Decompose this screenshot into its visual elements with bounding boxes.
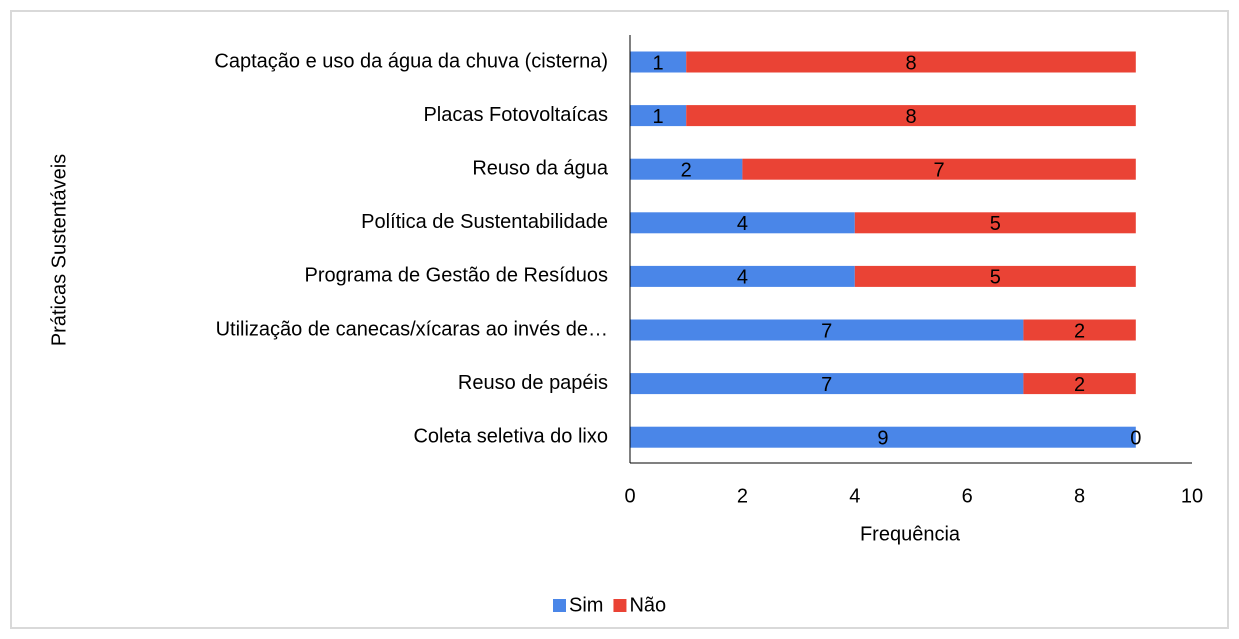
y-tick-label: Política de Sustentabilidade xyxy=(361,211,608,233)
data-label: 4 xyxy=(737,267,748,289)
data-label: 8 xyxy=(905,52,916,74)
legend-label: Sim xyxy=(569,594,603,616)
bar-segment xyxy=(630,373,1024,395)
y-tick-label: Reuso da água xyxy=(472,157,609,179)
bar-segment xyxy=(630,212,855,234)
data-label: 8 xyxy=(905,106,916,128)
x-tick-label: 2 xyxy=(737,485,748,507)
data-label: 5 xyxy=(990,213,1001,235)
legend-swatch xyxy=(613,599,627,612)
bar-segment xyxy=(742,158,1136,180)
data-label: 4 xyxy=(737,213,748,235)
bar-segment xyxy=(630,265,855,287)
bar-segment xyxy=(1023,319,1136,341)
data-label: 7 xyxy=(821,374,832,396)
bar-segment xyxy=(630,105,687,127)
y-tick-label: Programa de Gestão de Resíduos xyxy=(304,265,608,287)
x-tick-label: 4 xyxy=(849,485,860,507)
data-label: 2 xyxy=(1074,320,1085,342)
bar-segment xyxy=(630,51,687,73)
data-label: 1 xyxy=(653,52,664,74)
bar-segment xyxy=(686,105,1136,127)
x-tick-label: 10 xyxy=(1181,485,1203,507)
legend-label: Não xyxy=(629,594,666,616)
bar-segment xyxy=(630,158,743,180)
bar-segment xyxy=(1023,373,1136,395)
bar-segment xyxy=(854,265,1136,287)
y-tick-label: Reuso de papéis xyxy=(458,372,608,394)
y-tick-label: Captação e uso da água da chuva (cistern… xyxy=(214,50,608,72)
bar-segment xyxy=(686,51,1136,73)
data-label: 7 xyxy=(821,320,832,342)
y-tick-label: Placas Fotovoltaícas xyxy=(423,104,608,126)
y-axis-title: Práticas Sustentáveis xyxy=(48,154,70,346)
x-tick-label: 8 xyxy=(1074,485,1085,507)
x-tick-label: 0 xyxy=(624,485,635,507)
data-label: 5 xyxy=(990,267,1001,289)
data-label: 0 xyxy=(1130,427,1141,449)
legend-swatch xyxy=(553,599,566,612)
bar-segment xyxy=(630,426,1136,448)
data-label: 2 xyxy=(681,159,692,181)
bar-segment xyxy=(854,212,1136,234)
data-label: 9 xyxy=(877,427,888,449)
data-label: 1 xyxy=(653,106,664,128)
bar-segment xyxy=(630,319,1024,341)
x-tick-label: 6 xyxy=(962,485,973,507)
x-axis-title: Frequência xyxy=(860,523,961,545)
y-tick-label: Utilização de canecas/xícaras ao invés d… xyxy=(216,318,608,340)
y-tick-label: Coleta seletiva do lixo xyxy=(413,425,608,447)
data-label: 2 xyxy=(1074,374,1085,396)
data-label: 7 xyxy=(934,159,945,181)
